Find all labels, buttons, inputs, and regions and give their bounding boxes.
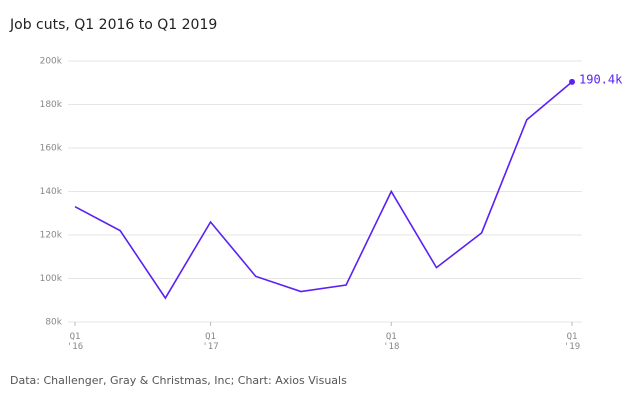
x-tick-label: Q1 '17 (202, 332, 219, 352)
y-tick-label: 200k (40, 57, 63, 67)
end-dot (569, 78, 575, 85)
y-tick-label: 140k (40, 187, 63, 197)
x-tick-label: Q1 '19 (563, 332, 581, 352)
y-tick-label: 180k (40, 100, 63, 110)
y-tick-label: 160k (40, 144, 63, 154)
series-line (74, 81, 573, 300)
source-note: Data: Challenger, Gray & Christmas, Inc;… (10, 374, 347, 387)
x-tick-label: Q1 '16 (66, 332, 84, 352)
chart-title: Job cuts, Q1 2016 to Q1 2019 (10, 17, 218, 33)
y-tick-label: 80k (45, 318, 62, 328)
value-label: 190.4k (579, 72, 623, 86)
y-tick-label: 100k (40, 274, 63, 284)
x-tick-label: Q1 '18 (383, 332, 400, 352)
y-tick-label: 120k (40, 231, 63, 241)
